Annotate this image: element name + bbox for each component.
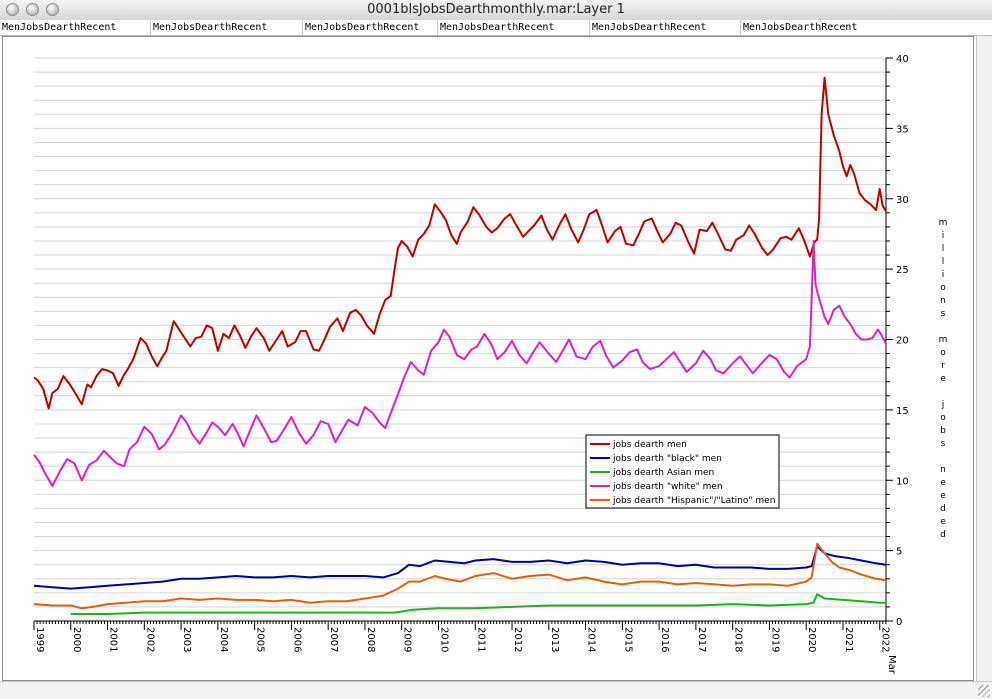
layer-tab-5[interactable]: MenJobsDearthRecent <box>589 20 740 35</box>
series-line-1 <box>33 76 887 410</box>
y-axis-label-char: m <box>939 335 948 345</box>
y-axis-label-char: d <box>940 530 946 540</box>
y-axis-label-char: o <box>940 413 946 423</box>
series-line-4 <box>33 240 887 487</box>
layer-tab-3[interactable]: MenJobsDearthRecent <box>302 20 437 35</box>
x-tick-label: 2003 <box>181 627 192 652</box>
y-tick-label: 0 <box>896 617 902 628</box>
legend-entry: jobs dearth Asian men <box>612 468 714 478</box>
y-axis-label-char: i <box>942 231 945 241</box>
y-tick-label: 40 <box>896 54 909 65</box>
minimize-window-button[interactable] <box>26 3 39 16</box>
legend: jobs dearth men jobs dearth "black" men jo… <box>585 434 780 509</box>
window-title: 0001blsJobsDearthmonthly.mar:Layer 1 <box>367 2 625 17</box>
y-tick-label: 25 <box>896 265 909 276</box>
y-axis-label-char: r <box>941 361 945 371</box>
x-tick-label: 2022 <box>880 627 891 652</box>
series-line-3 <box>70 593 886 615</box>
x-tick-label: 2000 <box>71 627 82 652</box>
x-tick-label: 2013 <box>549 627 560 652</box>
x-tick-label: 2012 <box>512 627 523 652</box>
layer-tab-6[interactable]: MenJobsDearthRecent <box>740 20 992 35</box>
y-axis-label-char: m <box>939 218 948 228</box>
x-tick-label: 2005 <box>255 627 266 652</box>
y-axis-label-char: o <box>940 283 946 293</box>
y-axis-label-char: s <box>941 439 946 449</box>
layer-tabbar: MenJobsDearthRecent MenJobsDearthRecent … <box>0 20 992 36</box>
y-axis-label-char: l <box>942 257 945 267</box>
y-tick-label: 15 <box>896 406 909 417</box>
y-tick-label: 20 <box>896 336 909 347</box>
series-line-2 <box>33 545 887 590</box>
y-axis-label-char: e <box>940 374 946 384</box>
legend-entry: jobs dearth men <box>612 440 687 450</box>
y-axis-label-char: n <box>940 296 946 306</box>
y-axis-label-char: d <box>940 504 946 514</box>
y-axis-label-char: e <box>940 517 946 527</box>
x-tick-label: Mar <box>886 655 897 675</box>
y-axis-label-char: s <box>941 309 946 319</box>
x-tick-label: 2014 <box>586 627 597 652</box>
plot-area: 1999 2000 2001 2002 2003 2004 2005 2006 2007 2008… <box>2 36 974 681</box>
x-tick-label: 2001 <box>108 627 119 652</box>
y-tick-label: 5 <box>896 547 902 558</box>
x-tick-label: 2019 <box>769 627 780 652</box>
y-axis-label-char: l <box>942 244 945 254</box>
x-tick-label: 2017 <box>696 627 707 652</box>
legend-entry: jobs dearth "Hispanic"/"Latino" men <box>612 496 775 506</box>
close-window-button[interactable] <box>6 3 19 16</box>
x-tick-label: 2002 <box>144 627 155 652</box>
x-tick-label: 2010 <box>438 627 449 652</box>
x-tick-label: 2004 <box>218 627 229 652</box>
x-tick-label: 2020 <box>806 627 817 652</box>
y-axis-label-char: o <box>940 348 946 358</box>
x-tick-label: 2021 <box>843 627 854 652</box>
x-tick-label: 2007 <box>328 627 339 652</box>
y-axis-label-char: e <box>940 478 946 488</box>
y-tick-label: 35 <box>896 124 909 135</box>
vertical-scrollbar[interactable] <box>976 36 992 681</box>
y-axis-label-char: e <box>940 491 946 501</box>
layer-tab-1[interactable]: MenJobsDearthRecent <box>2 22 117 33</box>
resize-grip-icon[interactable] <box>978 685 990 697</box>
y-axis-label-char: b <box>940 426 946 436</box>
horizontal-scrollbar[interactable] <box>0 681 992 699</box>
y-axis-label-char: j <box>941 400 945 410</box>
y-axis: 0 5 10 15 20 25 30 35 40 <box>885 54 909 628</box>
zoom-window-button[interactable] <box>46 3 59 16</box>
window-titlebar: 0001blsJobsDearthmonthly.mar:Layer 1 <box>0 0 992 21</box>
x-tick-label: 2009 <box>402 627 413 652</box>
x-tick-label: 2016 <box>659 627 670 652</box>
x-tick-label: 2006 <box>291 627 302 652</box>
x-tick-label: 2008 <box>365 627 376 652</box>
x-tick-label: 2011 <box>475 627 486 652</box>
layer-tab-4[interactable]: MenJobsDearthRecent <box>437 20 589 35</box>
series-line-5 <box>33 542 887 610</box>
grid-lines <box>34 57 886 608</box>
x-axis: 1999 2000 2001 2002 2003 2004 2005 2006 2007 2008… <box>33 620 897 675</box>
layer-tab-2[interactable]: MenJobsDearthRecent <box>150 20 302 35</box>
legend-box <box>585 434 780 509</box>
legend-entry: jobs dearth "black" men <box>612 454 722 464</box>
y-tick-label: 30 <box>896 195 909 206</box>
x-tick-label: 2015 <box>622 627 633 652</box>
y-tick-label: 10 <box>896 476 909 487</box>
x-tick-label: 2018 <box>733 627 744 652</box>
line-chart: 1999 2000 2001 2002 2003 2004 2005 2006 2007 2008… <box>33 54 948 675</box>
series-lines <box>33 76 887 615</box>
y-axis-label-char: n <box>940 465 946 475</box>
legend-entry: jobs dearth "white" men <box>612 482 723 492</box>
y-axis-label-char: i <box>942 270 945 280</box>
x-tick-label: 1999 <box>34 627 45 652</box>
